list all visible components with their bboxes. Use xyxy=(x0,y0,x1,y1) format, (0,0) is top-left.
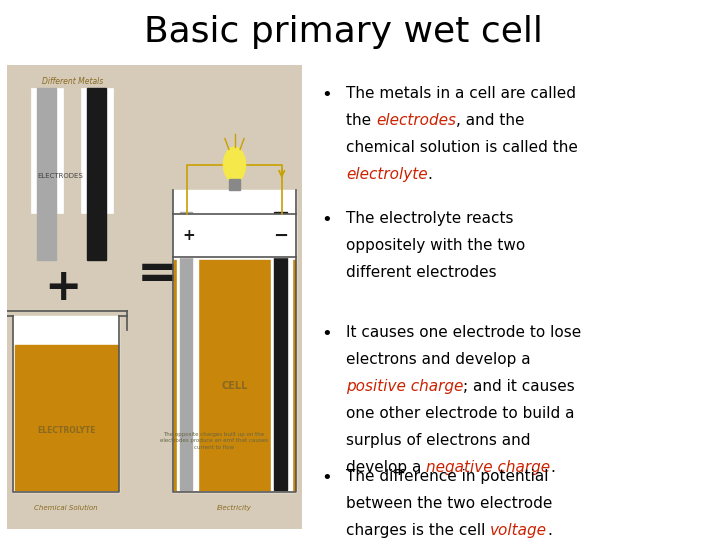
Text: one other electrode to build a: one other electrode to build a xyxy=(346,406,575,421)
Text: Chemical Solution: Chemical Solution xyxy=(35,505,98,511)
Bar xyxy=(271,212,292,490)
Text: CELL: CELL xyxy=(221,381,248,391)
Text: ELECTRODES: ELECTRODES xyxy=(37,173,84,179)
Text: ELECTROLYTE: ELECTROLYTE xyxy=(37,426,96,435)
Bar xyxy=(31,88,63,213)
Text: Basic primary wet cell: Basic primary wet cell xyxy=(144,16,543,49)
Text: Different Metals: Different Metals xyxy=(42,77,103,85)
Text: negative charge: negative charge xyxy=(426,460,550,475)
Text: surplus of electrons and: surplus of electrons and xyxy=(346,433,531,448)
Text: The electrolyte reacts: The electrolyte reacts xyxy=(346,211,513,226)
Text: +: + xyxy=(45,266,82,309)
Circle shape xyxy=(223,147,246,183)
Text: •: • xyxy=(322,469,333,487)
Text: electrodes: electrodes xyxy=(376,113,456,127)
Text: The opposite charges built up on the
electrodes produce an emf that causes
curre: The opposite charges built up on the ele… xyxy=(160,432,268,450)
Text: ; and it causes: ; and it causes xyxy=(463,379,575,394)
Bar xyxy=(180,212,192,490)
Text: =: = xyxy=(137,250,179,298)
Text: .: . xyxy=(428,166,433,181)
Text: Electricity: Electricity xyxy=(217,505,252,511)
Bar xyxy=(173,190,297,492)
Bar xyxy=(81,88,114,213)
Bar xyxy=(14,345,118,490)
Text: The difference in potential: The difference in potential xyxy=(346,469,549,484)
Bar xyxy=(177,212,197,490)
Bar xyxy=(37,88,56,260)
Text: electrolyte: electrolyte xyxy=(346,166,428,181)
Text: electrons and develop a: electrons and develop a xyxy=(346,352,531,367)
Text: voltage: voltage xyxy=(490,523,547,538)
Text: develop a: develop a xyxy=(346,460,426,475)
Text: The metals in a cell are called: The metals in a cell are called xyxy=(346,86,576,100)
Text: −: − xyxy=(273,226,288,245)
Bar xyxy=(87,88,106,260)
Text: , and the: , and the xyxy=(456,113,524,127)
Bar xyxy=(229,179,240,190)
Bar xyxy=(174,260,295,490)
Text: the: the xyxy=(346,113,376,127)
Text: +: + xyxy=(182,228,195,243)
Text: charges is the cell: charges is the cell xyxy=(346,523,490,538)
Text: It causes one electrode to lose: It causes one electrode to lose xyxy=(346,325,581,340)
Bar xyxy=(13,315,120,492)
Text: positive charge: positive charge xyxy=(346,379,463,394)
Text: oppositely with the two: oppositely with the two xyxy=(346,238,525,253)
Bar xyxy=(173,214,297,256)
Text: .: . xyxy=(550,460,555,475)
Text: chemical solution is called the: chemical solution is called the xyxy=(346,139,577,154)
Text: between the two electrode: between the two electrode xyxy=(346,496,552,511)
Text: •: • xyxy=(322,211,333,229)
Text: .: . xyxy=(547,523,552,538)
Text: •: • xyxy=(322,325,333,343)
Text: •: • xyxy=(322,86,333,104)
Text: different electrodes: different electrodes xyxy=(346,265,497,280)
Bar xyxy=(274,212,287,490)
